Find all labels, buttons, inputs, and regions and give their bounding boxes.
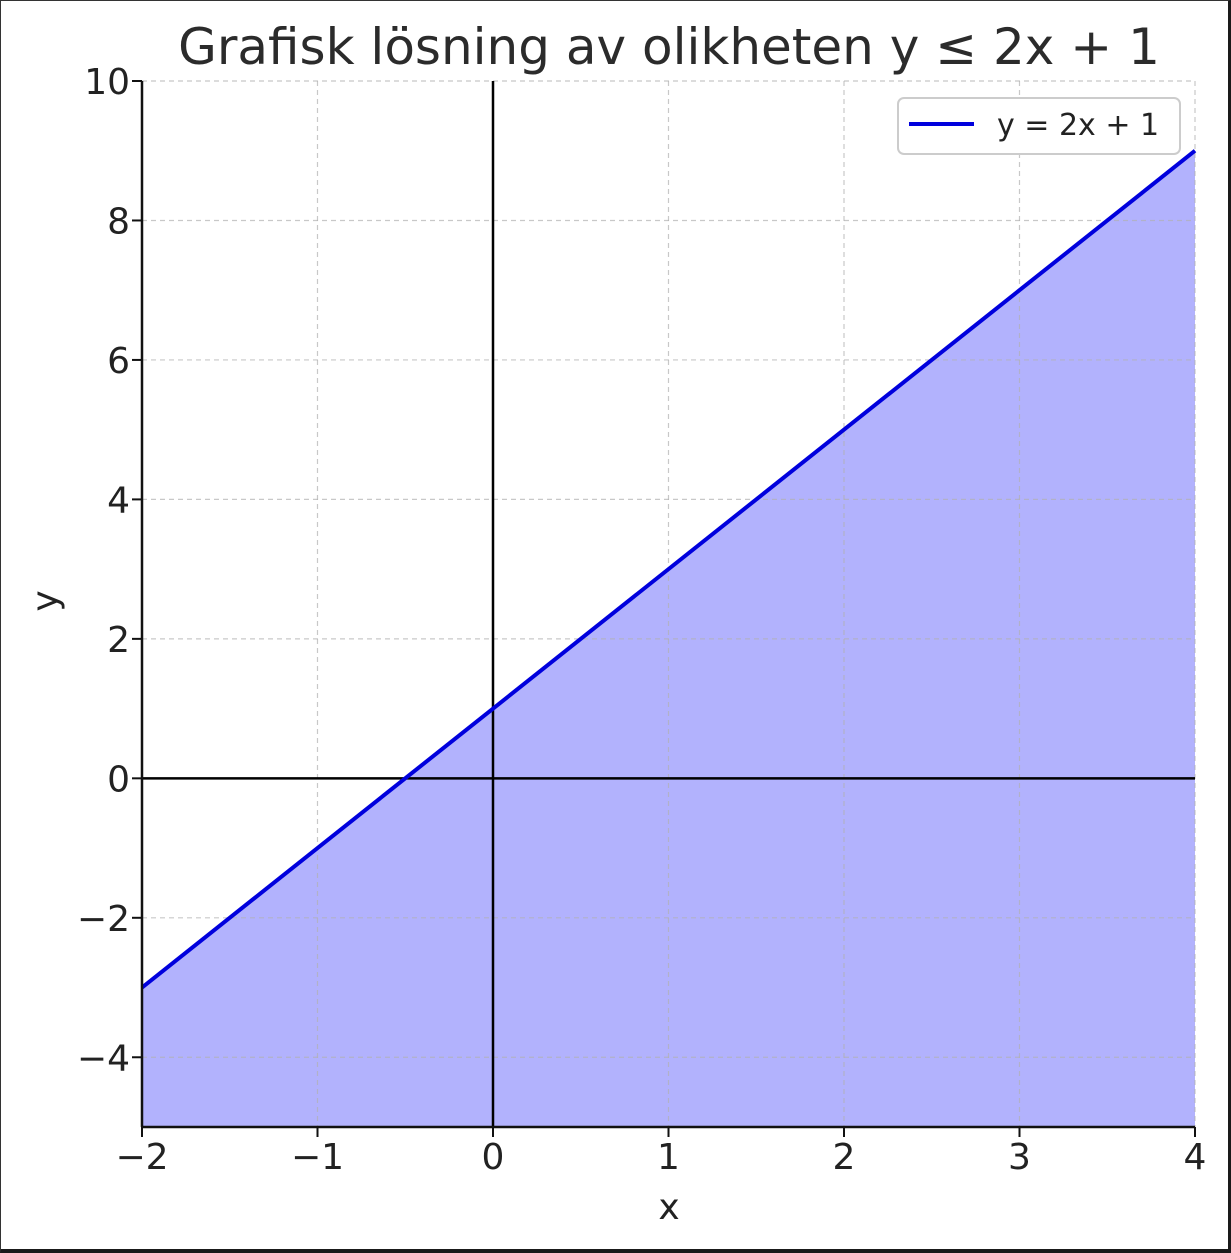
chart-title: Grafisk lösning av olikheten y ≤ 2x + 1 (178, 18, 1160, 76)
x-tick-label: −1 (291, 1137, 344, 1178)
y-axis-label: y (25, 590, 66, 611)
y-tick-label: 2 (107, 620, 130, 661)
y-tick-label: 10 (84, 62, 130, 103)
x-tick-label: 2 (833, 1137, 856, 1178)
legend: y = 2x + 1 (897, 97, 1181, 155)
x-tick-label: 4 (1184, 1137, 1207, 1178)
y-tick-label: 4 (107, 480, 130, 521)
x-tick-label: 0 (482, 1137, 505, 1178)
series-line-0 (140, 149, 1197, 990)
x-axis-label: x (658, 1187, 679, 1228)
y-tick-label: −2 (77, 899, 130, 940)
x-tick-label: 1 (657, 1137, 680, 1178)
reference-lines-layer (142, 81, 1195, 1127)
y-tick-label: 0 (107, 759, 130, 800)
legend-box (897, 97, 1181, 155)
y-tick-label: −4 (77, 1038, 130, 1079)
x-tick-label: −2 (115, 1137, 168, 1178)
y-tick-label: 8 (107, 201, 130, 242)
x-tick-label: 3 (1008, 1137, 1031, 1178)
y-tick-label: 6 (107, 341, 130, 382)
ticks-layer: −2 −1 0 1 2 3 4 −4 −2 0 2 4 6 8 10 (77, 62, 1207, 1178)
legend-entry-label: y = 2x + 1 (997, 108, 1159, 143)
series-layer (140, 149, 1197, 990)
